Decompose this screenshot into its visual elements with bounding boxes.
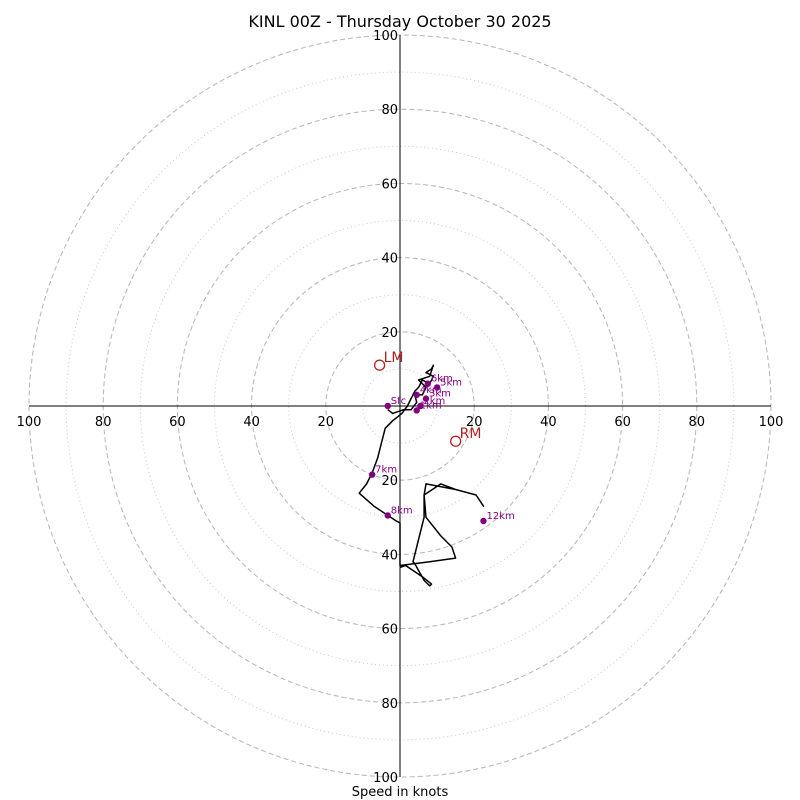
tick-right-40: 40 — [540, 415, 557, 430]
tick-top-60: 60 — [381, 177, 398, 192]
x-axis-label: Speed in knots — [352, 785, 449, 800]
tick-right-100: 100 — [759, 415, 784, 430]
storm-motion-rm-label: RM — [460, 426, 482, 442]
height-label-12km: 12km — [486, 511, 514, 522]
height-label-8km: 8km — [391, 505, 413, 516]
height-marker-6km — [424, 380, 432, 387]
storm-motion-lm-marker — [373, 359, 386, 371]
height-marker-1km — [413, 407, 420, 414]
tick-bottom-80: 80 — [381, 697, 398, 712]
height-marker-3km — [422, 395, 430, 402]
storm-motion-markers: RM LM — [373, 350, 482, 447]
tick-left-60: 60 — [169, 415, 186, 430]
tick-left-40: 40 — [243, 415, 260, 430]
storm-motion-lm-label: LM — [384, 350, 404, 366]
tick-bottom-100: 100 — [373, 771, 398, 786]
axis-tick-labels: 20 20 20 20 40 40 40 40 60 60 60 60 80 80 80 80 100 100 10… — [17, 29, 784, 786]
chart-axes — [29, 35, 771, 777]
tick-right-60: 60 — [614, 415, 631, 430]
height-marker-7km — [368, 471, 376, 478]
hodograph-trace — [358, 364, 485, 587]
tick-top-40: 40 — [381, 252, 398, 267]
tick-left-20: 20 — [318, 415, 335, 430]
height-label-3km: 3km — [429, 389, 451, 400]
tick-left-80: 80 — [95, 415, 112, 430]
height-label-2km: 2km — [423, 396, 445, 407]
tick-right-20: 20 — [466, 415, 483, 430]
tick-top-100: 100 — [373, 29, 398, 44]
wind-trace-line — [358, 364, 485, 587]
tick-left-100: 100 — [17, 415, 42, 430]
height-marker-sfc — [384, 402, 391, 410]
storm-motion-rm-marker — [449, 435, 462, 447]
height-label-6km: 6km — [431, 374, 453, 385]
chart-title: KINL 00Z - Thursday October 30 2025 — [248, 12, 551, 31]
tick-bottom-40: 40 — [381, 548, 398, 563]
height-marker-8km — [384, 512, 391, 519]
tick-top-20: 20 — [381, 326, 398, 341]
height-marker-12km — [480, 517, 487, 525]
height-marker-2km — [417, 402, 424, 410]
height-label-4km: 4km — [420, 385, 442, 396]
height-marker-5km — [433, 384, 441, 391]
tick-bottom-20: 20 — [381, 474, 398, 489]
height-label-sfc: Sfc — [391, 396, 406, 407]
tick-right-80: 80 — [689, 415, 706, 430]
tick-bottom-60: 60 — [381, 623, 398, 638]
tick-top-80: 80 — [381, 103, 398, 118]
height-label-1km: 1km — [420, 400, 442, 411]
height-label-5km: 5km — [440, 377, 462, 388]
height-label-7km: 7km — [375, 465, 397, 476]
height-marker-4km — [413, 391, 420, 399]
